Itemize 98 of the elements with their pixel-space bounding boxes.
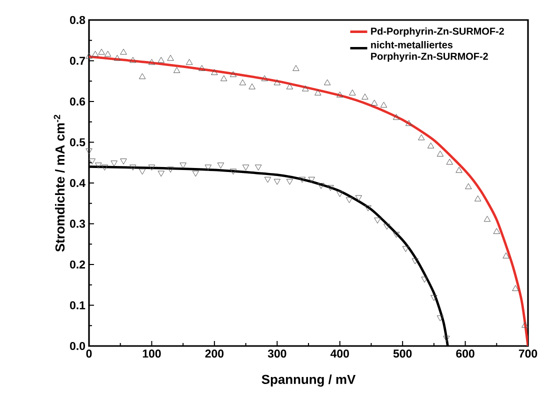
point — [427, 142, 434, 148]
point — [114, 54, 121, 61]
y-tick-label: 0.3 — [70, 220, 86, 228]
point — [104, 50, 112, 57]
point — [327, 185, 334, 191]
point — [336, 191, 344, 198]
point — [92, 50, 99, 57]
point — [264, 176, 272, 183]
point — [180, 162, 186, 168]
point — [230, 71, 237, 78]
point — [402, 246, 410, 252]
point — [120, 158, 127, 164]
point — [349, 90, 356, 96]
point — [346, 197, 353, 204]
point — [242, 164, 250, 171]
x-axis-title: Spannung / mV — [262, 374, 356, 387]
x-tick-label: 600 — [456, 350, 474, 358]
point — [336, 92, 344, 98]
legend-label: nicht-metalliertes Porphyrin-Zn-SURMOF-2 — [371, 41, 488, 62]
point — [286, 178, 294, 185]
point — [355, 195, 362, 202]
point — [436, 315, 444, 322]
point — [220, 75, 228, 82]
point — [314, 90, 322, 96]
point — [88, 158, 96, 164]
point — [392, 232, 400, 238]
y-tick-label: 0.5 — [70, 138, 86, 146]
point — [239, 79, 246, 86]
point — [211, 69, 218, 76]
point — [130, 56, 136, 63]
point — [405, 120, 412, 126]
y-tick-label: 0.0 — [70, 342, 86, 350]
point — [418, 134, 425, 140]
point — [130, 164, 136, 171]
point — [138, 168, 146, 175]
point — [370, 100, 378, 106]
point — [254, 164, 262, 171]
point — [98, 48, 105, 55]
point — [138, 73, 146, 80]
point — [198, 65, 206, 71]
point — [86, 52, 92, 59]
point — [158, 56, 164, 63]
point — [192, 170, 199, 177]
point — [120, 48, 127, 55]
x-tick-label: 100 — [142, 350, 161, 358]
point — [380, 102, 388, 108]
point — [430, 295, 438, 301]
point — [86, 148, 92, 154]
point — [412, 258, 418, 264]
point — [167, 54, 174, 61]
point — [362, 94, 368, 100]
y-tick-label: 0.1 — [70, 301, 86, 310]
legend-label: Pd-Porphyrin-Zn-SURMOF-2 — [371, 27, 504, 37]
point — [286, 83, 294, 90]
point — [392, 114, 400, 120]
point — [446, 158, 453, 165]
point — [374, 218, 381, 224]
point — [167, 166, 174, 173]
x-tick-label: 700 — [518, 350, 538, 358]
point — [261, 75, 268, 82]
point — [230, 168, 237, 175]
y-tick-label: 0.2 — [70, 260, 86, 269]
y-tick-label: 0.4 — [70, 178, 86, 188]
point — [443, 336, 450, 342]
x-tick-label: 400 — [330, 350, 349, 358]
point — [274, 79, 280, 86]
point — [436, 150, 444, 157]
point — [173, 67, 180, 73]
point — [324, 79, 331, 86]
y-tick-label: 0.7 — [70, 56, 85, 65]
x-tick-label: 300 — [268, 350, 286, 358]
point — [148, 164, 156, 171]
point — [384, 224, 390, 230]
point — [101, 164, 108, 171]
point — [302, 85, 309, 92]
point — [456, 166, 462, 173]
x-tick-label: 200 — [205, 350, 224, 358]
point — [95, 162, 102, 168]
y-tick-label: 0.8 — [70, 16, 86, 24]
x-tick-label: 0 — [86, 350, 92, 358]
point — [186, 58, 193, 65]
point — [308, 176, 315, 183]
point — [217, 162, 224, 168]
point — [465, 183, 472, 190]
point — [148, 58, 156, 65]
point — [318, 182, 324, 189]
point — [204, 164, 212, 171]
point — [274, 178, 280, 185]
point — [298, 176, 306, 183]
point — [292, 65, 300, 71]
point — [364, 205, 372, 212]
y-axis-title: Stromdichte / mA cm$^{-2}$ — [54, 114, 65, 252]
point — [248, 83, 256, 90]
point — [158, 170, 164, 177]
x-tick-label: 500 — [393, 350, 412, 358]
point — [421, 276, 428, 283]
point — [110, 160, 118, 166]
y-tick-label: 0.6 — [70, 97, 86, 106]
